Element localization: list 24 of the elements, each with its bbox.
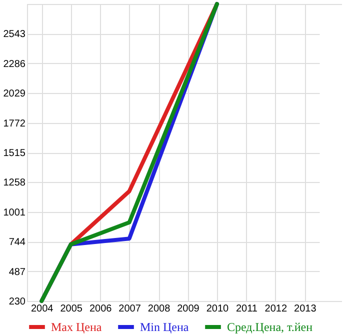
x-tick-label: 2006 xyxy=(89,304,112,314)
y-tick-label: 230 xyxy=(8,296,26,308)
x-tick-label: 2009 xyxy=(177,304,200,314)
y-tick-label: 487 xyxy=(8,266,26,278)
x-tick-label: 2008 xyxy=(148,304,171,314)
y-tick-label: 2029 xyxy=(3,88,26,100)
y-tick-label: 2543 xyxy=(3,29,26,40)
x-tick-label: 2010 xyxy=(206,304,230,314)
legend-label: Min Цена xyxy=(140,320,190,334)
y-tick-label: 1515 xyxy=(3,148,26,159)
x-tick-label: 2007 xyxy=(118,304,142,314)
y-tick-label: 1258 xyxy=(3,178,26,189)
x-tick-label: 2012 xyxy=(264,304,288,314)
y-tick-label: 2286 xyxy=(3,58,26,70)
y-tick-label: 1772 xyxy=(3,118,26,130)
x-tick-label: 2013 xyxy=(294,304,317,314)
line-series xyxy=(40,2,219,303)
x-tick-label: 2011 xyxy=(236,304,258,314)
x-tick-label: 2004 xyxy=(30,304,54,314)
legend-label: Сред.Цена, т.йен xyxy=(227,320,314,334)
x-tick-label: 2005 xyxy=(60,304,83,314)
y-tick-label: 744 xyxy=(8,237,26,248)
legend-label: Max Цена xyxy=(51,320,102,334)
y-tick-label: 1001 xyxy=(3,207,26,218)
